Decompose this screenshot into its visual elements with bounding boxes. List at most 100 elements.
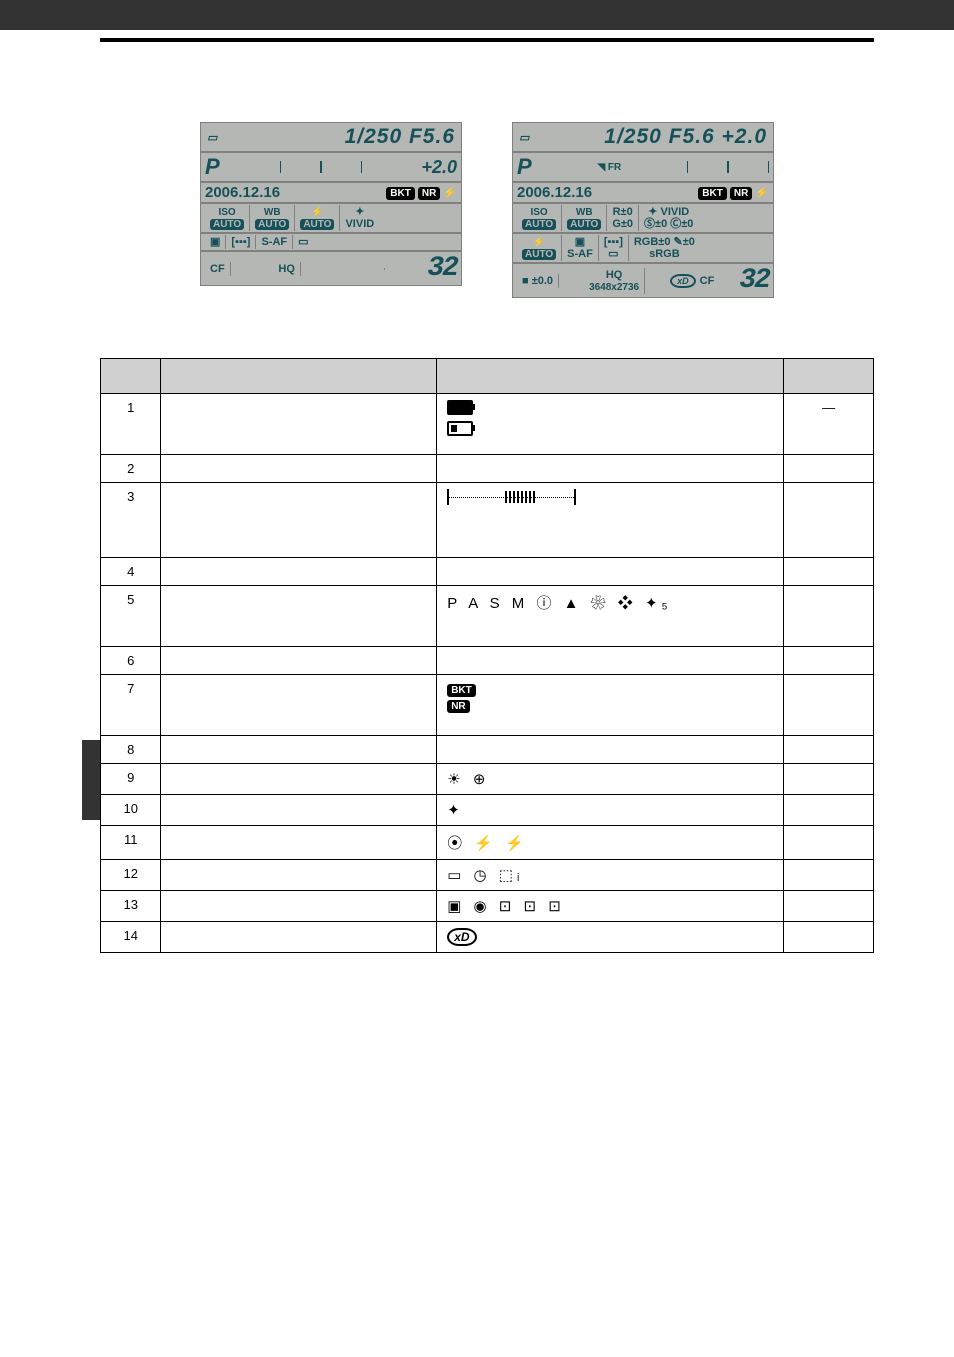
table-row: 4 <box>101 558 874 586</box>
cell-item <box>161 736 437 764</box>
cell-item <box>161 647 437 675</box>
panel-top-line-detail: 1/250 F5.6 +2.0 <box>604 125 767 149</box>
sharp-value: ✎±0 <box>674 236 695 248</box>
resolution: 3648x2736 <box>589 282 639 293</box>
cell-no: 10 <box>101 795 161 826</box>
bkt-badge: BKT <box>386 187 415 200</box>
cell-item <box>161 891 437 922</box>
side-tab <box>82 740 100 820</box>
flash-value: AUTO <box>300 219 334 230</box>
picture-mode-d: VIVID <box>660 206 689 218</box>
cell-page <box>784 586 874 647</box>
af-mode-d: S-AF <box>567 248 593 260</box>
iso-value-d: AUTO <box>522 219 556 230</box>
cell-no: 8 <box>101 736 161 764</box>
cell-item <box>161 922 437 953</box>
flash-label: ⚡ <box>311 207 323 218</box>
wb-label: WB <box>264 207 281 218</box>
flash-value-d: AUTO <box>522 249 556 260</box>
th-item <box>161 359 437 394</box>
quality-label-d: HQ <box>606 269 623 281</box>
cell-indication: ▭ ◷ ⬚ᵢ <box>437 860 784 891</box>
cell-indication <box>437 558 784 586</box>
cell-page <box>784 736 874 764</box>
cell-indication: ▣ ◉ ⊡ ⊡ ⊡ <box>437 891 784 922</box>
shot-count: 32 <box>427 253 457 284</box>
table-row: 8 <box>101 736 874 764</box>
table-row: 9 ☀ ⊕ <box>101 764 874 795</box>
cell-item <box>161 455 437 483</box>
table-row: 7BKTNR <box>101 675 874 736</box>
cell-indication: BKTNR <box>437 675 784 736</box>
cell-page <box>784 891 874 922</box>
iso-value: AUTO <box>210 219 244 230</box>
cell-page <box>784 455 874 483</box>
cell-indication: ⦿ ⚡ ⚡ <box>437 826 784 860</box>
card-cf: CF <box>700 275 715 287</box>
cell-indication: ☀ ⊕ <box>437 764 784 795</box>
color-space: sRGB <box>649 248 680 260</box>
cell-page <box>784 558 874 586</box>
cell-item <box>161 764 437 795</box>
wb-value: AUTO <box>255 219 289 230</box>
cell-page <box>784 764 874 795</box>
cell-indication <box>437 736 784 764</box>
cell-page <box>784 675 874 736</box>
table-row: 5 P A S M ⓘ ▲ ❀ ❖ ✦₅ <box>101 586 874 647</box>
cell-item <box>161 558 437 586</box>
iso-label-d: ISO <box>530 207 547 218</box>
cell-no: 9 <box>101 764 161 795</box>
rgb-value: RGB±0 <box>634 236 671 248</box>
nr-badge-detail: NR <box>730 187 752 200</box>
af-mode: S-AF <box>256 235 293 249</box>
cell-indication <box>437 455 784 483</box>
cell-page <box>784 483 874 558</box>
wb-label-d: WB <box>576 207 593 218</box>
cell-no: 3 <box>101 483 161 558</box>
cell-indication: xD <box>437 922 784 953</box>
normal-panel: ▭ 1/250 F5.6 P +2.0 2006.12.16 BKTNR⚡ IS… <box>200 122 462 298</box>
cell-no: 1 <box>101 394 161 455</box>
top-header-bar <box>0 0 954 30</box>
table-row: 2 <box>101 455 874 483</box>
cell-indication <box>437 483 784 558</box>
table-row: 1— <box>101 394 874 455</box>
card-label: CF <box>205 262 231 276</box>
shot-count-d: 32 <box>739 265 769 296</box>
cell-indication <box>437 647 784 675</box>
nr-badge: NR <box>418 187 440 200</box>
detail-panel: ▭ 1/250 F5.6 +2.0 P ◥ FR 2006.12.16 BKTN… <box>512 122 774 298</box>
cell-page <box>784 826 874 860</box>
cell-item <box>161 795 437 826</box>
vivid-icon: ✦ <box>355 206 364 218</box>
exposure-meter-icon <box>280 161 362 173</box>
cell-indication: P A S M ⓘ ▲ ❀ ❖ ✦₅ <box>437 586 784 647</box>
cell-no: 12 <box>101 860 161 891</box>
cell-no: 4 <box>101 558 161 586</box>
th-no <box>101 359 161 394</box>
cell-no: 6 <box>101 647 161 675</box>
table-row: 6 <box>101 647 874 675</box>
cell-no: 11 <box>101 826 161 860</box>
cell-page <box>784 922 874 953</box>
cell-page <box>784 647 874 675</box>
cell-page <box>784 860 874 891</box>
flash-comp: ■ ±0.0 <box>517 274 559 288</box>
exp-comp: +2.0 <box>421 157 457 178</box>
indicator-table: 1—2345 P A S M ⓘ ▲ ❀ ❖ ✦₅ 67BKTNR89 ☀ ⊕ 10 ✦ 1… <box>100 358 874 953</box>
exposure-meter-detail-icon <box>687 161 769 173</box>
header-divider <box>100 38 874 42</box>
cell-indication: ✦ <box>437 795 784 826</box>
table-row: 12 ▭ ◷ ⬚ᵢ <box>101 860 874 891</box>
panel-date-detail: 2006.12.16 <box>517 184 592 201</box>
cell-no: 14 <box>101 922 161 953</box>
table-row: 3 <box>101 483 874 558</box>
cell-no: 5 <box>101 586 161 647</box>
panel-date: 2006.12.16 <box>205 184 280 201</box>
cell-item <box>161 586 437 647</box>
picture-mode: VIVID <box>345 218 374 230</box>
table-row: 13▣ ◉ ⊡ ⊡ ⊡ <box>101 891 874 922</box>
th-page <box>784 359 874 394</box>
wb-g-value: G±0 <box>612 218 633 230</box>
mode-letter: P <box>205 154 220 180</box>
